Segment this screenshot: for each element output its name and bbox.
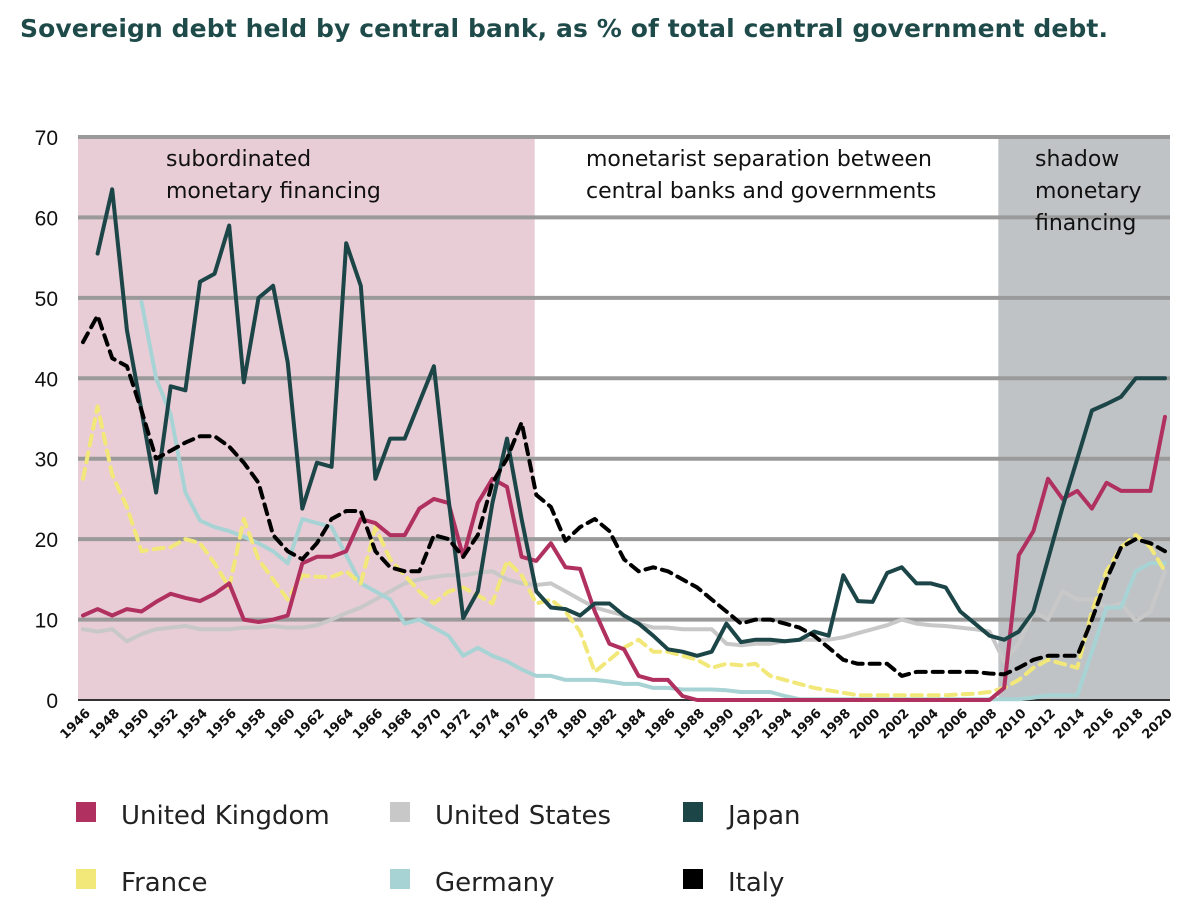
x-tick-1998: 1998 [818,706,854,742]
x-tick-1986: 1986 [642,706,678,742]
x-tick-2016: 2016 [1081,706,1117,742]
y-tick-70: 70 [35,127,58,150]
x-tick-1966: 1966 [350,706,386,742]
x-tick-2020: 2020 [1140,706,1176,742]
legend-swatch-italy [683,869,703,889]
y-tick-0: 0 [46,690,58,713]
x-tick-1946: 1946 [58,706,94,742]
series-line-united-kingdom [81,414,1167,702]
region-labels: subordinated monetary financing monetarist… [166,147,1142,236]
legend-swatch-japan [683,802,703,822]
x-tick-2014: 2014 [1052,706,1088,742]
y-tick-20: 20 [35,529,58,552]
x-tick-1950: 1950 [116,706,152,742]
x-tick-2010: 2010 [993,706,1029,742]
x-tick-2012: 2012 [1023,706,1059,742]
legend-swatch-united-states [390,802,410,822]
grid-lines [78,135,1170,701]
y-tick-30: 30 [35,449,58,472]
legend-swatch-germany [390,869,410,889]
x-tick-2006: 2006 [935,706,971,742]
x-tick-1968: 1968 [379,706,415,742]
y-axis-ticks: 0 10 20 30 40 50 60 70 [35,127,58,713]
y-tick-60: 60 [35,207,58,230]
x-tick-1984: 1984 [613,706,649,742]
region-3-label-line-3: financing [1035,211,1136,236]
region-3-label-line-2: monetary [1035,179,1142,204]
x-tick-2004: 2004 [906,706,942,742]
legend-label-united-kingdom: United Kingdom [121,801,330,831]
series-lines [81,187,1167,702]
x-tick-1976: 1976 [496,706,532,742]
x-tick-1948: 1948 [87,706,123,742]
x-tick-1992: 1992 [730,706,766,742]
x-tick-1978: 1978 [526,706,562,742]
x-tick-1962: 1962 [292,706,328,742]
x-tick-1982: 1982 [584,706,620,742]
region-1-label-line-1: subordinated [166,147,311,172]
legend-swatch-united-kingdom [76,802,96,822]
legend: United Kingdom United States Japan France Ge… [76,801,801,898]
region-3-label-line-1: shadow [1035,147,1119,172]
legend-label-italy: Italy [728,868,784,898]
x-tick-2018: 2018 [1110,706,1146,742]
x-tick-1988: 1988 [672,706,708,742]
x-tick-1954: 1954 [175,706,211,742]
legend-label-germany: Germany [435,868,555,898]
region-backgrounds [78,137,1170,700]
x-tick-1972: 1972 [438,706,474,742]
region-2-background [534,137,999,700]
x-tick-1964: 1964 [321,706,357,742]
x-tick-1958: 1958 [233,706,269,742]
series-line-germany [139,299,1167,702]
region-2-label-line-2: central banks and governments [586,179,936,204]
series-line-italy [81,313,1167,678]
x-tick-1956: 1956 [204,706,240,742]
region-3-background [998,137,1170,700]
chart-title: Sovereign debt held by central bank, as … [20,14,1109,43]
x-tick-1970: 1970 [409,706,445,742]
legend-swatch-france [76,869,96,889]
x-axis-ticks: 1946194819501952195419561958196019621964… [58,706,1176,742]
y-tick-40: 40 [35,368,58,391]
region-2-label-line-1: monetarist separation between [586,147,932,172]
legend-label-japan: Japan [726,801,801,831]
x-tick-2000: 2000 [847,706,883,742]
x-tick-1952: 1952 [145,706,181,742]
series-line-japan [95,187,1167,658]
x-tick-1980: 1980 [555,706,591,742]
x-tick-1994: 1994 [759,706,795,742]
region-1-background [78,137,535,700]
legend-label-united-states: United States [435,801,611,831]
y-tick-50: 50 [35,288,58,311]
x-tick-1960: 1960 [262,706,298,742]
y-tick-10: 10 [35,610,58,633]
x-tick-2002: 2002 [876,706,912,742]
legend-label-france: France [121,868,207,898]
x-tick-1974: 1974 [467,706,503,742]
x-tick-2008: 2008 [964,706,1000,742]
x-tick-1990: 1990 [701,706,737,742]
region-1-label-line-2: monetary financing [166,179,381,204]
x-tick-1996: 1996 [789,706,825,742]
